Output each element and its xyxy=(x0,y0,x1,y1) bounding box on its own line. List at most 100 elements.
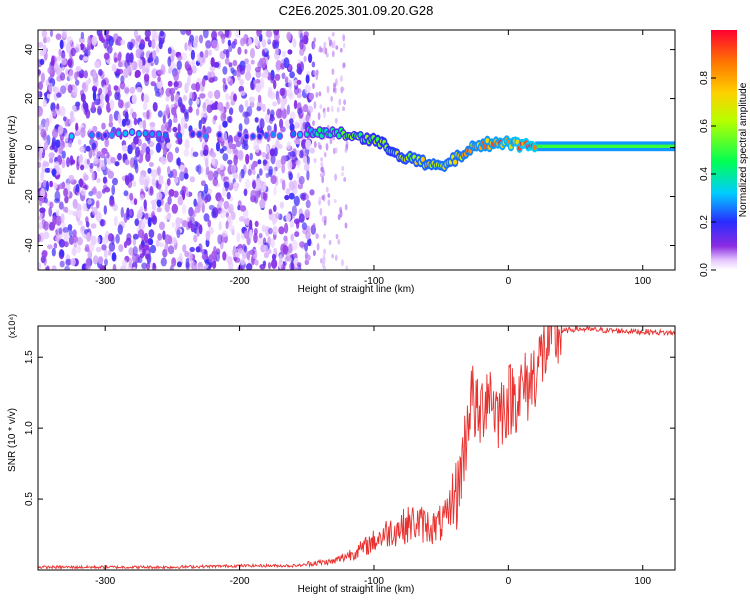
noise-cell xyxy=(117,224,124,235)
noise-cell xyxy=(281,179,286,191)
noise-cell xyxy=(211,103,218,110)
noise-cell xyxy=(189,176,196,183)
noise-cell xyxy=(212,76,218,82)
noise-cell xyxy=(108,233,114,242)
noise-cell xyxy=(75,183,80,193)
noise-cell xyxy=(249,101,255,108)
noise-cell xyxy=(123,190,129,197)
noise-cell xyxy=(259,198,266,209)
noise-cell xyxy=(341,172,344,177)
noise-cell xyxy=(239,79,244,86)
noise-cell xyxy=(160,124,166,134)
noise-cell xyxy=(198,224,203,235)
noise-cell xyxy=(222,153,229,162)
noise-cell xyxy=(239,65,246,75)
noise-cell xyxy=(342,62,346,69)
noise-cell xyxy=(102,165,106,171)
noise-cell xyxy=(275,159,282,169)
noise-cell xyxy=(81,82,87,91)
noise-cell xyxy=(245,153,250,165)
noise-cell xyxy=(225,49,230,59)
noise-cell xyxy=(179,164,185,173)
noise-cell xyxy=(252,181,257,189)
noise-cell xyxy=(108,36,114,47)
noise-cell xyxy=(65,42,71,54)
noise-cell xyxy=(129,209,133,217)
noise-cell xyxy=(180,30,187,35)
noise-cell xyxy=(159,30,165,37)
noise-cell xyxy=(80,164,85,171)
noise-cell xyxy=(253,79,257,85)
noise-cell xyxy=(294,120,299,130)
noise-cell xyxy=(87,198,92,205)
noise-cell xyxy=(102,236,109,245)
noise-cell xyxy=(284,194,290,201)
noise-cell xyxy=(335,45,339,50)
signal-cell xyxy=(143,130,148,136)
noise-cell xyxy=(130,42,134,49)
noise-cell xyxy=(151,215,158,225)
noise-cell xyxy=(49,114,53,124)
noise-cell xyxy=(141,218,148,225)
noise-cell xyxy=(117,152,122,161)
snr-multiplier: (x10⁴) xyxy=(7,314,17,338)
noise-cell xyxy=(139,193,144,201)
noise-cell xyxy=(306,170,310,181)
noise-cell xyxy=(38,161,42,168)
noise-cell xyxy=(64,206,69,214)
noise-cell xyxy=(101,147,108,155)
noise-cell xyxy=(302,104,309,113)
noise-cell xyxy=(223,131,228,142)
noise-cell xyxy=(88,148,93,159)
noise-cell xyxy=(211,152,217,158)
noise-cell xyxy=(70,47,76,57)
noise-cell xyxy=(332,87,336,93)
noise-cell xyxy=(288,192,295,200)
noise-cell xyxy=(217,30,224,37)
noise-cell xyxy=(98,32,104,42)
noise-cell xyxy=(55,56,62,62)
noise-cell xyxy=(171,106,177,116)
noise-cell xyxy=(143,73,150,82)
noise-cell xyxy=(249,249,255,256)
noise-cell xyxy=(60,213,65,224)
noise-cell xyxy=(291,205,297,217)
noise-cell xyxy=(60,58,67,66)
noise-cell xyxy=(71,235,78,244)
noise-cell xyxy=(263,190,268,202)
signal-cell xyxy=(116,130,121,136)
noise-cell xyxy=(222,66,228,75)
noise-cell xyxy=(159,221,165,231)
noise-cell xyxy=(118,244,124,253)
signal-cell xyxy=(217,132,222,138)
spectrogram-x-ticks: -300 -200 -100 0 100 xyxy=(95,30,652,287)
noise-cell xyxy=(313,141,317,148)
chart-title: C2E6.2025.301.09.20.G28 xyxy=(279,3,434,18)
colorbar-tick-label: 0.4 xyxy=(699,167,710,181)
colorbar-tick-label: 0.2 xyxy=(699,215,710,229)
noise-cell xyxy=(228,203,234,214)
noise-cell xyxy=(67,224,73,231)
noise-cell xyxy=(296,93,302,99)
noise-cell xyxy=(117,113,122,124)
noise-cell xyxy=(207,170,214,181)
noise-cell xyxy=(192,210,196,218)
signal-cell xyxy=(420,156,425,162)
noise-cell xyxy=(304,251,309,259)
noise-cell xyxy=(132,266,136,270)
noise-cell xyxy=(84,49,91,57)
noise-cell xyxy=(289,220,295,228)
noise-cell xyxy=(184,122,188,129)
noise-cell xyxy=(129,174,135,182)
noise-cell xyxy=(344,222,348,229)
noise-cell xyxy=(132,246,138,256)
noise-cell xyxy=(230,99,235,106)
noise-cell xyxy=(104,94,109,102)
noise-cell xyxy=(60,52,66,60)
noise-cell xyxy=(72,246,77,256)
noise-cell xyxy=(167,80,173,87)
noise-cell xyxy=(49,30,54,37)
noise-cell xyxy=(305,199,311,209)
noise-cell xyxy=(85,264,91,270)
noise-cell xyxy=(126,214,130,221)
